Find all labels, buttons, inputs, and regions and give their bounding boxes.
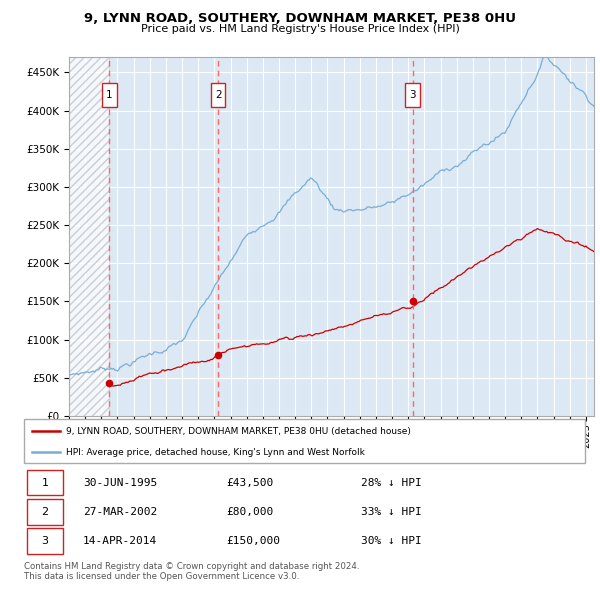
Text: Contains HM Land Registry data © Crown copyright and database right 2024.
This d: Contains HM Land Registry data © Crown c… <box>24 562 359 581</box>
FancyBboxPatch shape <box>102 83 116 107</box>
Text: Price paid vs. HM Land Registry's House Price Index (HPI): Price paid vs. HM Land Registry's House … <box>140 24 460 34</box>
Text: 30% ↓ HPI: 30% ↓ HPI <box>361 536 421 546</box>
Text: 9, LYNN ROAD, SOUTHERY, DOWNHAM MARKET, PE38 0HU: 9, LYNN ROAD, SOUTHERY, DOWNHAM MARKET, … <box>84 12 516 25</box>
Text: 27-MAR-2002: 27-MAR-2002 <box>83 507 157 517</box>
Text: 2: 2 <box>215 90 221 100</box>
Text: 1: 1 <box>106 90 113 100</box>
Text: £80,000: £80,000 <box>226 507 273 517</box>
FancyBboxPatch shape <box>27 528 63 554</box>
Text: 9, LYNN ROAD, SOUTHERY, DOWNHAM MARKET, PE38 0HU (detached house): 9, LYNN ROAD, SOUTHERY, DOWNHAM MARKET, … <box>66 427 411 436</box>
Text: 14-APR-2014: 14-APR-2014 <box>83 536 157 546</box>
Text: £150,000: £150,000 <box>226 536 280 546</box>
FancyBboxPatch shape <box>27 499 63 525</box>
FancyBboxPatch shape <box>406 83 420 107</box>
Text: HPI: Average price, detached house, King's Lynn and West Norfolk: HPI: Average price, detached house, King… <box>66 448 365 457</box>
Text: 33% ↓ HPI: 33% ↓ HPI <box>361 507 421 517</box>
Text: 1: 1 <box>41 477 49 487</box>
FancyBboxPatch shape <box>24 419 585 463</box>
FancyBboxPatch shape <box>211 83 226 107</box>
Bar <box>69 57 109 416</box>
Text: 28% ↓ HPI: 28% ↓ HPI <box>361 477 421 487</box>
Text: 3: 3 <box>409 90 416 100</box>
Text: 2: 2 <box>41 507 49 517</box>
Text: 30-JUN-1995: 30-JUN-1995 <box>83 477 157 487</box>
Text: £43,500: £43,500 <box>226 477 273 487</box>
FancyBboxPatch shape <box>27 470 63 496</box>
Text: 3: 3 <box>41 536 49 546</box>
